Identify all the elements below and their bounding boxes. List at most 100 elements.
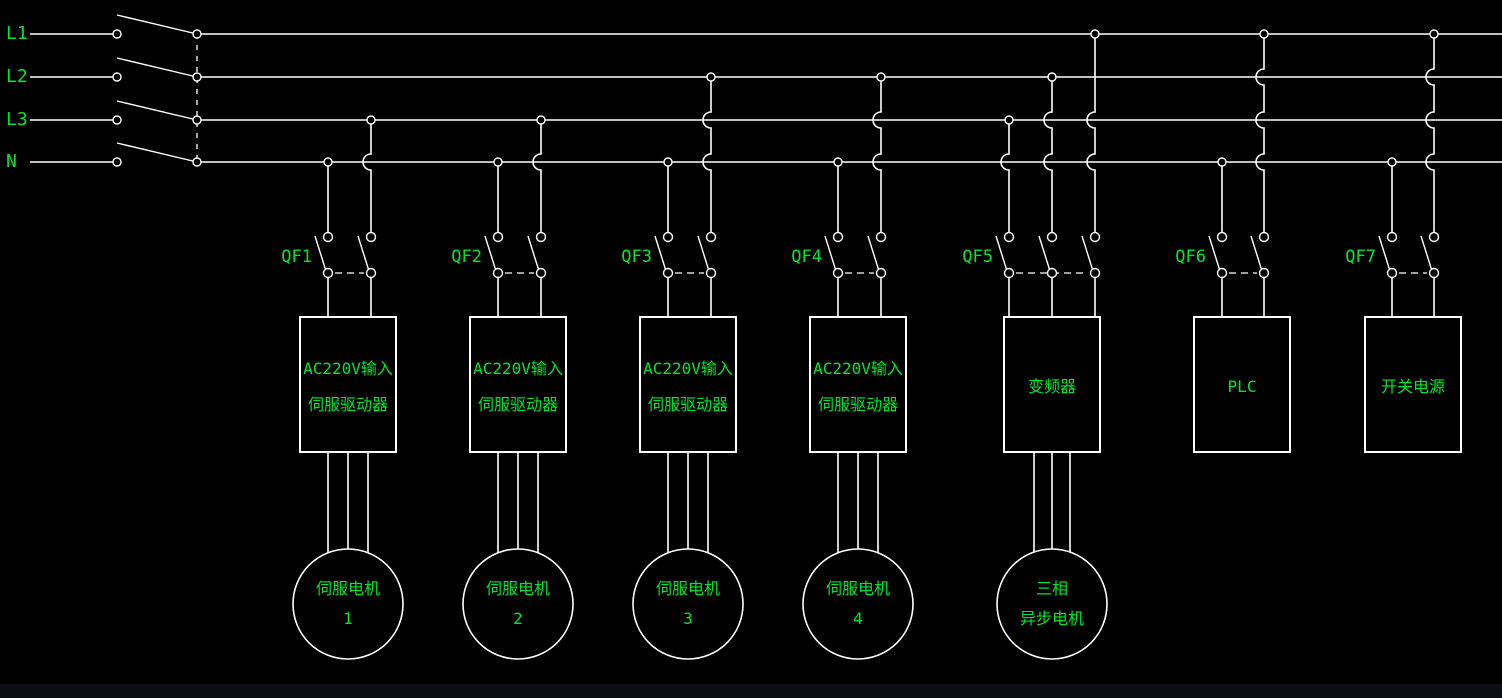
motor-label-QF1-line1: 伺服电机 bbox=[316, 579, 380, 598]
bottom-strip bbox=[0, 684, 1502, 698]
device-box-label-QF3-line1: AC220V输入 bbox=[643, 359, 733, 378]
motor-circle-QF5 bbox=[996, 548, 1108, 660]
breaker-top-contact-QF6-2 bbox=[1258, 231, 1270, 243]
bus-tap-node-QF2-N bbox=[493, 157, 503, 167]
device-box-label-QF2-line1: AC220V输入 bbox=[473, 359, 563, 378]
breaker-top-contact-QF5-3 bbox=[1089, 231, 1101, 243]
bus-tap-node-QF1-L3 bbox=[366, 115, 376, 125]
motor-circle-QF3 bbox=[632, 548, 744, 660]
breaker-bottom-contact-QF7-1 bbox=[1386, 267, 1398, 279]
breaker-bottom-contact-QF5-2 bbox=[1046, 267, 1058, 279]
breaker-top-contact-QF3-1 bbox=[662, 231, 674, 243]
device-box-label-QF6-line1: PLC bbox=[1228, 377, 1257, 396]
device-box-label-QF1-line1: AC220V输入 bbox=[303, 359, 393, 378]
branch-QF5-pole-3-drop-line bbox=[1086, 34, 1096, 233]
device-box-QF6 bbox=[1193, 316, 1291, 453]
breaker-blade-QF3-pole-1 bbox=[654, 235, 667, 272]
motor-circle-QF4 bbox=[802, 548, 914, 660]
main-switch-contact-L3 bbox=[112, 115, 122, 125]
branch-QF7-pole-2-drop-line bbox=[1425, 34, 1435, 233]
breaker-bottom-contact-QF6-1 bbox=[1216, 267, 1228, 279]
breaker-label-QF4: QF4 bbox=[791, 247, 822, 267]
breaker-blade-QF1-pole-1 bbox=[314, 235, 327, 272]
breaker-blade-QF4-pole-2 bbox=[867, 235, 880, 272]
bus-tap-node-QF7-L1 bbox=[1429, 29, 1439, 39]
device-box-QF5 bbox=[1003, 316, 1101, 453]
breaker-top-contact-QF1-1 bbox=[322, 231, 334, 243]
breaker-blade-QF1-pole-2 bbox=[357, 235, 370, 272]
breaker-bottom-contact-QF5-1 bbox=[1003, 267, 1015, 279]
breaker-label-QF5: QF5 bbox=[962, 247, 993, 267]
breaker-blade-QF2-pole-2 bbox=[527, 235, 540, 272]
device-box-label-QF4-line2: 伺服驱动器 bbox=[818, 395, 898, 414]
breaker-top-contact-QF3-2 bbox=[705, 231, 717, 243]
main-switch-node-L1 bbox=[192, 29, 202, 39]
device-box-QF2 bbox=[469, 316, 567, 453]
bus-label-N: N bbox=[6, 151, 17, 172]
main-switch-contact-N bbox=[112, 157, 122, 167]
device-box-label-QF7-line1: 开关电源 bbox=[1381, 377, 1445, 396]
breaker-blade-QF5-pole-3 bbox=[1081, 235, 1094, 272]
device-box-QF1 bbox=[299, 316, 397, 453]
breaker-blade-QF5-pole-1 bbox=[995, 235, 1008, 272]
bus-tap-node-QF5-L3 bbox=[1004, 115, 1014, 125]
breaker-top-contact-QF7-2 bbox=[1428, 231, 1440, 243]
breaker-label-QF6: QF6 bbox=[1175, 247, 1206, 267]
bus-tap-node-QF4-N bbox=[833, 157, 843, 167]
breaker-bottom-contact-QF4-1 bbox=[832, 267, 844, 279]
bus-tap-node-QF6-L1 bbox=[1259, 29, 1269, 39]
main-switch-contact-L2 bbox=[112, 72, 122, 82]
breaker-label-QF7: QF7 bbox=[1345, 247, 1376, 267]
device-box-label-QF4-line1: AC220V输入 bbox=[813, 359, 903, 378]
breaker-blade-QF5-pole-2 bbox=[1038, 235, 1051, 272]
motor-circle-QF1 bbox=[292, 548, 404, 660]
breaker-bottom-contact-QF4-2 bbox=[875, 267, 887, 279]
bus-label-L3: L3 bbox=[6, 109, 28, 130]
motor-label-QF2-line2: 2 bbox=[513, 609, 523, 628]
breaker-top-contact-QF5-2 bbox=[1046, 231, 1058, 243]
main-switch-blade-L2 bbox=[116, 57, 198, 78]
branch-QF1-pole-2-drop-line bbox=[362, 120, 372, 233]
main-switch-node-N bbox=[192, 157, 202, 167]
breaker-bottom-contact-QF5-3 bbox=[1089, 267, 1101, 279]
breaker-blade-QF7-pole-2 bbox=[1420, 235, 1433, 272]
main-switch-contact-L1 bbox=[112, 29, 122, 39]
branch-QF2-pole-2-drop-line bbox=[532, 120, 542, 233]
breaker-blade-QF2-pole-1 bbox=[484, 235, 497, 272]
motor-label-QF3-line2: 3 bbox=[683, 609, 693, 628]
bus-label-L1: L1 bbox=[6, 23, 28, 44]
breaker-top-contact-QF5-1 bbox=[1003, 231, 1015, 243]
breaker-bottom-contact-QF3-2 bbox=[705, 267, 717, 279]
main-switch-node-L3 bbox=[192, 115, 202, 125]
device-box-QF3 bbox=[639, 316, 737, 453]
motor-label-QF1-line2: 1 bbox=[343, 609, 353, 628]
device-box-label-QF2-line2: 伺服驱动器 bbox=[478, 395, 558, 414]
breaker-bottom-contact-QF2-2 bbox=[535, 267, 547, 279]
bus-label-L2: L2 bbox=[6, 66, 28, 87]
breaker-top-contact-QF2-2 bbox=[535, 231, 547, 243]
breaker-blade-QF3-pole-2 bbox=[697, 235, 710, 272]
breaker-label-QF2: QF2 bbox=[451, 247, 482, 267]
branch-QF6-pole-2-drop-line bbox=[1255, 34, 1265, 233]
breaker-bottom-contact-QF7-2 bbox=[1428, 267, 1440, 279]
breaker-blade-QF7-pole-1 bbox=[1378, 235, 1391, 272]
motor-label-QF5-line2: 异步电机 bbox=[1020, 609, 1084, 628]
device-box-QF4 bbox=[809, 316, 907, 453]
breaker-blade-QF4-pole-1 bbox=[824, 235, 837, 272]
breaker-top-contact-QF4-2 bbox=[875, 231, 887, 243]
main-switch-blade-L1 bbox=[116, 14, 198, 35]
breaker-top-contact-QF4-1 bbox=[832, 231, 844, 243]
motor-label-QF3-line1: 伺服电机 bbox=[656, 579, 720, 598]
device-box-QF7 bbox=[1364, 316, 1462, 453]
breaker-blade-QF6-pole-2 bbox=[1250, 235, 1263, 272]
motor-label-QF4-line1: 伺服电机 bbox=[826, 579, 890, 598]
bus-tap-node-QF2-L3 bbox=[536, 115, 546, 125]
breaker-bottom-contact-QF1-2 bbox=[365, 267, 377, 279]
breaker-bottom-contact-QF1-1 bbox=[322, 267, 334, 279]
motor-label-QF4-line2: 4 bbox=[853, 609, 863, 628]
branch-QF5-pole-2-drop-line bbox=[1043, 77, 1053, 233]
bus-tap-node-QF5-L1 bbox=[1090, 29, 1100, 39]
main-switch-blade-L3 bbox=[116, 100, 198, 121]
